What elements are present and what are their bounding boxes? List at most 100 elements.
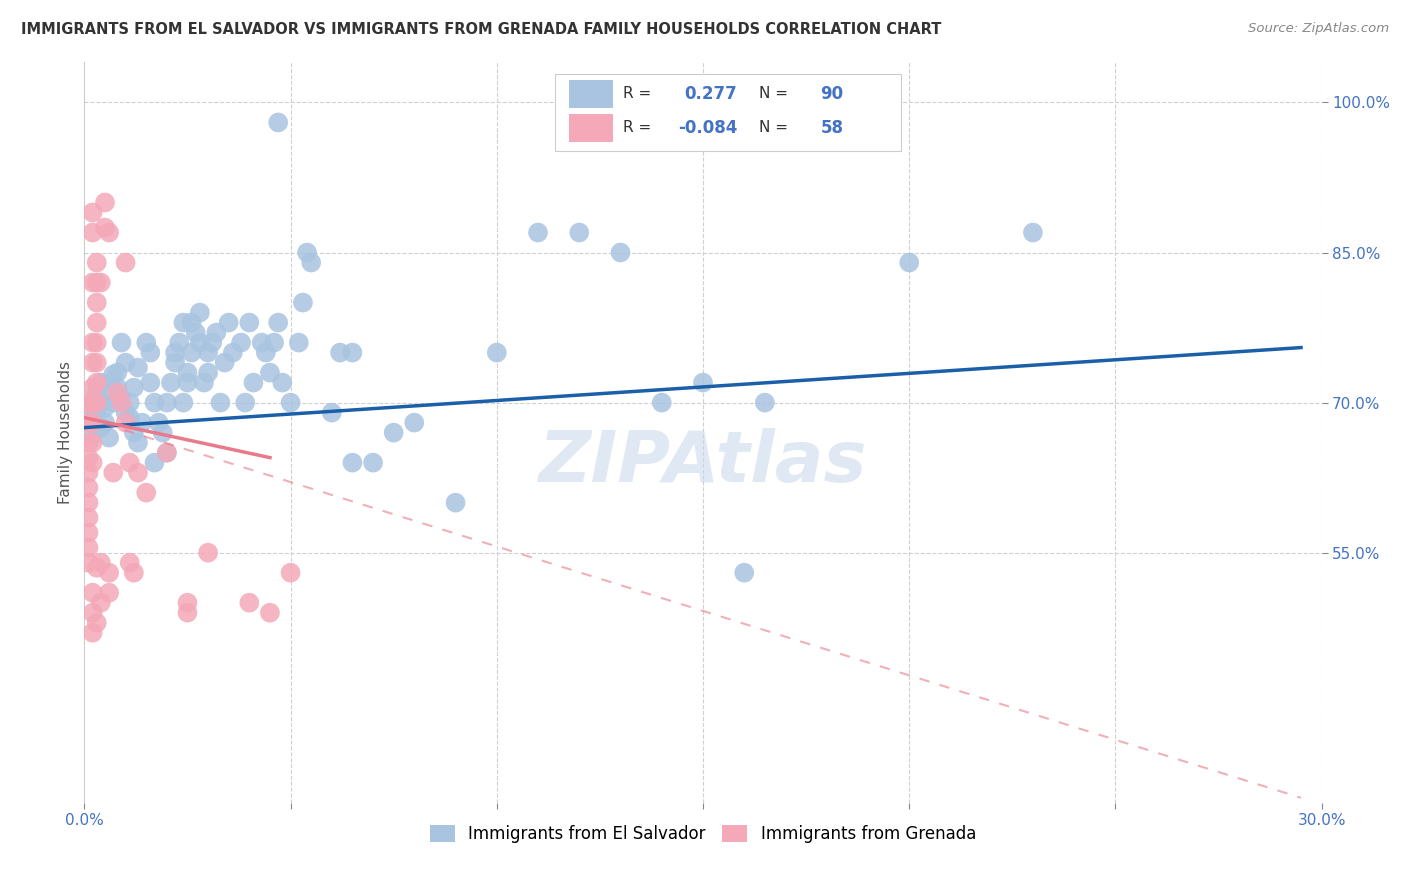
Point [254, 345, 277, 359]
Point [98, 566, 121, 580]
Point [77, 450, 100, 465]
Point [90, 596, 112, 610]
Point [77, 541, 100, 555]
Point [291, 295, 314, 310]
Point [82, 427, 104, 442]
Point [77, 481, 100, 495]
Point [280, 566, 302, 580]
Point [214, 355, 236, 369]
Point [82, 381, 104, 395]
Point [110, 335, 132, 350]
Point [94, 416, 117, 430]
Point [280, 395, 302, 409]
Point [86, 255, 108, 269]
Point [197, 366, 219, 380]
Point [361, 456, 384, 470]
Point [135, 485, 157, 500]
Point [342, 345, 364, 359]
Point [86, 385, 108, 400]
Point [444, 496, 467, 510]
Point [172, 316, 194, 330]
Point [733, 566, 755, 580]
Point [156, 445, 179, 459]
Point [143, 456, 166, 470]
Point [238, 316, 260, 330]
Point [1022, 226, 1045, 240]
Text: 58: 58 [821, 119, 844, 136]
Point [82, 205, 104, 219]
Point [94, 401, 117, 415]
Point [172, 395, 194, 409]
Point [167, 335, 190, 350]
Point [382, 425, 405, 440]
Text: -0.084: -0.084 [678, 119, 738, 136]
Point [165, 355, 187, 369]
Text: 90: 90 [821, 85, 844, 103]
Point [209, 395, 232, 409]
Point [82, 435, 104, 450]
Point [139, 345, 162, 359]
Point [114, 406, 136, 420]
Point [110, 395, 132, 409]
Point [82, 625, 104, 640]
Point [160, 376, 183, 390]
Point [193, 376, 215, 390]
Text: R =: R = [623, 120, 655, 135]
Point [342, 456, 364, 470]
Point [77, 435, 100, 450]
Point [86, 376, 108, 390]
Point [82, 416, 104, 430]
Point [86, 560, 108, 574]
Point [86, 316, 108, 330]
Point [122, 566, 145, 580]
Point [242, 376, 264, 390]
Point [86, 355, 108, 369]
Point [263, 335, 285, 350]
Point [288, 335, 311, 350]
Point [77, 496, 100, 510]
Point [82, 226, 104, 240]
Point [271, 376, 294, 390]
Point [238, 596, 260, 610]
Point [180, 345, 202, 359]
Point [176, 596, 198, 610]
Point [79, 410, 101, 425]
Point [485, 345, 508, 359]
Point [82, 585, 104, 599]
Point [127, 435, 149, 450]
Point [86, 276, 108, 290]
Text: Source: ZipAtlas.com: Source: ZipAtlas.com [1249, 22, 1389, 36]
Point [229, 335, 252, 350]
Point [77, 466, 100, 480]
Point [148, 416, 170, 430]
Point [197, 345, 219, 359]
Point [267, 316, 290, 330]
Point [90, 276, 112, 290]
Point [90, 376, 112, 390]
Point [86, 395, 108, 409]
Point [98, 431, 121, 445]
Point [118, 556, 141, 570]
Point [259, 366, 281, 380]
Point [90, 556, 112, 570]
Point [188, 335, 211, 350]
Point [105, 366, 128, 380]
Point [222, 345, 245, 359]
FancyBboxPatch shape [569, 114, 613, 143]
Point [898, 255, 921, 269]
Point [122, 381, 145, 395]
Point [295, 245, 318, 260]
Point [180, 316, 202, 330]
Point [122, 425, 145, 440]
Point [754, 395, 776, 409]
Point [131, 416, 153, 430]
Point [82, 456, 104, 470]
FancyBboxPatch shape [569, 80, 613, 108]
Point [329, 345, 352, 359]
Point [127, 466, 149, 480]
Point [201, 335, 224, 350]
Point [527, 226, 550, 240]
Point [156, 395, 179, 409]
Point [82, 395, 104, 409]
Point [176, 366, 198, 380]
